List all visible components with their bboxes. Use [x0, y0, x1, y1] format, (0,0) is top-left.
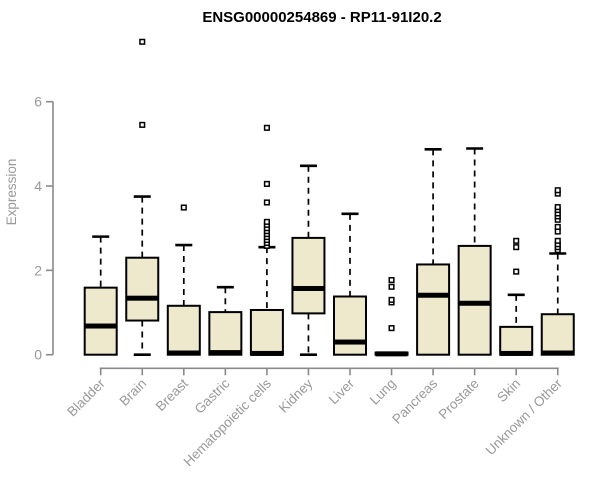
x-category-label: Liver — [326, 375, 358, 407]
boxplot-skin — [499, 237, 534, 356]
median-line — [375, 351, 408, 357]
y-axis-label: Expression — [4, 159, 19, 226]
outlier-point — [263, 180, 270, 187]
iqr-box — [249, 308, 284, 356]
outlier-point — [388, 325, 395, 332]
y-tick-label: 2 — [34, 262, 42, 278]
boxplot-prostate — [457, 147, 492, 356]
y-tick-label: 4 — [34, 178, 42, 194]
median-line — [126, 295, 159, 301]
median-line — [500, 350, 533, 356]
boxplot-liver — [333, 212, 367, 356]
y-tick-label: 0 — [34, 347, 42, 363]
median-line — [167, 350, 200, 356]
iqr-box — [499, 325, 534, 356]
iqr-box — [416, 263, 451, 356]
median-line — [250, 350, 283, 356]
boxplot-kidney — [291, 164, 326, 357]
median-line — [84, 323, 117, 329]
boxplot-gastric — [208, 285, 243, 356]
iqr-box — [291, 236, 326, 315]
outlier-point — [388, 277, 395, 284]
boxplot-bladder — [83, 235, 118, 356]
median-line — [458, 300, 491, 306]
outlier-point — [263, 124, 270, 131]
median-line — [417, 292, 450, 298]
x-category-label: Lung — [367, 376, 399, 408]
iqr-box — [125, 256, 160, 322]
outlier-point — [554, 204, 561, 211]
boxplot-brain — [125, 38, 160, 357]
outlier-point — [263, 199, 270, 206]
x-category-label: Unknown / Other — [483, 375, 566, 458]
outlier-point — [388, 296, 395, 303]
boxplot-unknown-other — [540, 187, 575, 356]
iqr-box — [540, 313, 575, 356]
iqr-box — [457, 244, 492, 356]
x-category-label: Kidney — [276, 376, 316, 416]
boxplot-lung — [374, 277, 409, 357]
median-line — [292, 285, 325, 291]
x-category-label: Bladder — [64, 375, 108, 419]
x-category-label: Skin — [494, 376, 523, 405]
median-line — [209, 350, 242, 356]
outlier-point — [263, 218, 270, 225]
median-line — [334, 339, 366, 345]
x-category-label: Brain — [116, 376, 149, 409]
iqr-box — [166, 304, 201, 356]
x-category-label: Breast — [153, 376, 191, 414]
x-category-label: Prostate — [436, 376, 482, 422]
outlier-point — [180, 204, 187, 211]
outlier-point — [513, 244, 520, 251]
boxplot-breast — [166, 204, 201, 356]
outlier-point — [554, 223, 561, 230]
iqr-box — [333, 295, 367, 356]
outlier-point — [388, 283, 395, 290]
outlier-point — [139, 121, 146, 128]
y-tick-label: 6 — [34, 94, 42, 110]
iqr-box — [83, 286, 118, 356]
boxplot-hematopoietic-cells — [249, 124, 284, 356]
median-line — [541, 350, 574, 356]
outlier-point — [139, 38, 146, 45]
chart-title: ENSG00000254869 - RP11-91I20.2 — [202, 9, 441, 26]
boxplots — [83, 38, 575, 357]
iqr-box — [208, 311, 243, 356]
x-category-label: Pancreas — [389, 376, 440, 427]
outlier-point — [554, 187, 561, 194]
boxplot-pancreas — [416, 148, 451, 356]
x-category-label: Gastric — [192, 376, 233, 417]
outlier-point — [513, 268, 520, 275]
outlier-point — [554, 237, 561, 244]
outlier-point — [513, 237, 520, 244]
